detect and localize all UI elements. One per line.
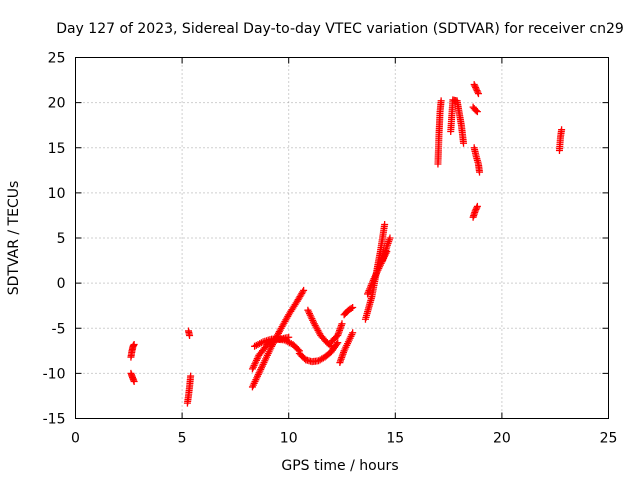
chart-title: Day 127 of 2023, Sidereal Day-to-day VTE… — [56, 21, 624, 37]
data-point — [476, 168, 484, 176]
data-point — [472, 85, 480, 93]
x-tick-label: 5 — [178, 431, 187, 447]
data-point — [186, 331, 194, 339]
x-tick-label: 25 — [600, 431, 618, 447]
y-axis-label: SDTVAR / TECUs — [6, 181, 22, 296]
y-tick-label: 0 — [57, 276, 66, 292]
data-point — [333, 340, 341, 348]
data-point — [473, 108, 481, 116]
data-point — [349, 329, 357, 337]
y-tick-label: 10 — [48, 186, 66, 202]
data-point — [473, 87, 481, 95]
y-tick-label: 15 — [48, 141, 66, 157]
data-point — [472, 205, 480, 213]
data-point — [437, 97, 445, 105]
data-point — [473, 204, 481, 212]
x-tick-label: 20 — [493, 431, 511, 447]
axis-ticks: 0 5 10 15 20 25 -15 -10 -5 0 5 10 15 20 25 — [43, 51, 618, 447]
data-point — [299, 288, 307, 296]
x-tick-label: 15 — [386, 431, 404, 447]
y-tick-label: -5 — [52, 321, 66, 337]
data-point — [472, 84, 480, 92]
data-point — [471, 207, 479, 215]
x-tick-label: 0 — [71, 431, 80, 447]
y-tick-label: -10 — [43, 366, 66, 382]
data-point — [285, 333, 293, 341]
x-tick-label: 10 — [280, 431, 298, 447]
data-point — [470, 81, 478, 89]
data-point — [326, 341, 334, 349]
data-point — [349, 303, 357, 311]
data-point — [300, 286, 308, 294]
data-point — [294, 346, 302, 354]
data-point — [187, 372, 195, 380]
data-point — [334, 339, 342, 347]
data-point — [471, 82, 479, 90]
data-point — [347, 304, 355, 312]
data-point — [386, 234, 394, 242]
data-point — [130, 340, 138, 348]
data-point — [472, 107, 480, 115]
y-tick-label: 20 — [48, 96, 66, 112]
data-point — [474, 88, 482, 96]
y-tick-label: 5 — [57, 231, 66, 247]
data-point — [460, 139, 468, 147]
data-points — [127, 81, 566, 407]
plot-frame — [75, 57, 609, 419]
data-point — [338, 320, 346, 328]
data-point — [473, 202, 481, 210]
y-tick-label: -15 — [43, 412, 66, 428]
x-axis-label: GPS time / hours — [281, 458, 398, 474]
data-point — [130, 377, 138, 385]
grid — [75, 57, 609, 419]
data-point — [558, 126, 566, 134]
data-point — [474, 90, 482, 98]
y-tick-label: 25 — [48, 51, 66, 67]
data-point — [381, 220, 389, 228]
